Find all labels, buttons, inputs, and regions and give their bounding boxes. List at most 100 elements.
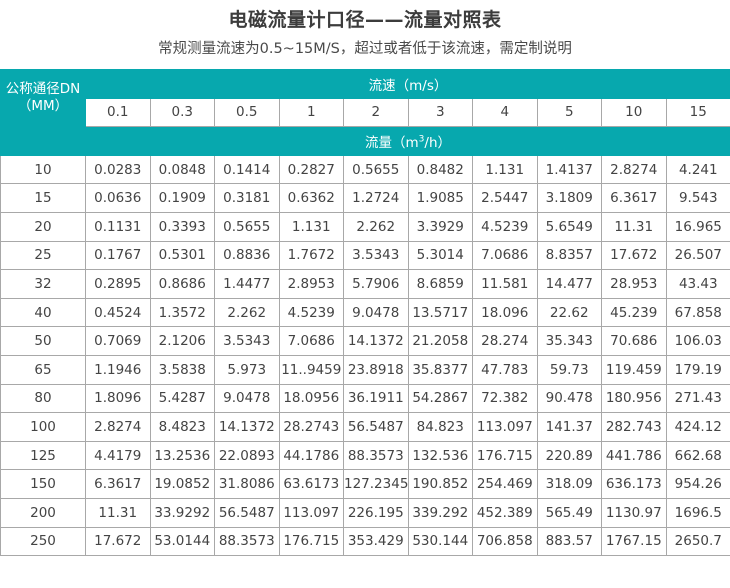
dn-value-cell: 150 [0,469,86,499]
table-row: 20 0.1131 0.3393 0.5655 1.131 2.262 3.3929 4.52… [0,211,730,242]
flow-value-cell: 2.8274 [85,412,151,442]
flow-value-cell: 45.239 [601,297,667,328]
dn-header-line1: 公称通径DN [5,81,81,98]
table-body: 10 0.0283 0.0848 0.1414 0.2827 0.5655 0.8482 1.… [0,154,730,557]
flow-value-cell: 565.49 [536,497,602,528]
flow-value-cell: 16.965 [665,211,730,242]
header-row-velocity-ticks: 0.1 0.3 0.5 1 2 3 4 5 10 15 [1,97,730,128]
flow-value-cell: 1.4477 [214,269,280,299]
flow-value-cell: 1767.15 [601,526,667,557]
table-row: 200 11.31 33.9292 56.5487 113.097 226.195 339.… [0,497,730,528]
flow-value-cell: 3.5343 [214,326,280,356]
title-block: 电磁流量计口径——流量对照表 常规测量流速为0.5~15M/S，超过或者低于该流… [0,0,730,62]
flow-comparison-table: 公称通径DN （MM） 流速（m/s） 0.1 0.3 0.5 1 2 3 4 … [0,68,730,557]
table-row: 32 0.2895 0.8686 1.4477 2.8953 5.7906 8.6859 11… [0,269,730,299]
velocity-tick-3: 1 [278,97,344,128]
flow-value-cell: 44.1786 [278,440,344,471]
flow-value-cell: 271.43 [665,383,730,414]
flow-value-cell: 2.1206 [149,326,215,356]
flow-value-cell: 1.131 [472,154,538,185]
header-row-velocity-band: 公称通径DN （MM） 流速（m/s） [0,68,730,128]
flow-value-cell: 5.6549 [536,211,602,242]
flow-value-cell: 3.1809 [536,183,602,213]
flow-value-cell: 4.4179 [85,440,151,471]
flow-value-cell: 14.1372 [214,412,280,442]
flow-value-cell: 254.469 [472,469,538,499]
dn-value-cell: 100 [0,412,86,442]
flow-value-cell: 1.131 [278,211,344,242]
flow-value-cell: 0.4524 [85,297,151,328]
dn-value-cell: 65 [0,354,86,385]
flow-value-cell: 132.536 [407,440,473,471]
flow-value-cell: 4.5239 [278,297,344,328]
flow-value-cell: 1.2724 [343,183,409,213]
flow-value-cell: 2.262 [343,211,409,242]
flow-value-cell: 21.2058 [407,326,473,356]
flow-value-cell: 119.459 [601,354,667,385]
flow-value-cell: 8.4823 [149,412,215,442]
flow-value-cell: 3.5838 [149,354,215,385]
dn-value-cell: 200 [0,497,86,528]
flow-value-cell: 0.1909 [149,183,215,213]
flow-value-cell: 56.5487 [343,412,409,442]
flow-value-cell: 1696.5 [665,497,730,528]
flow-value-cell: 2.8274 [601,154,667,185]
flow-value-cell: 1.7672 [278,240,344,271]
flow-value-cell: 18.096 [472,297,538,328]
table-row: 250 17.672 53.0144 88.3573 176.715 353.429 530… [0,526,730,557]
flow-value-cell: 22.0893 [214,440,280,471]
flow-value-cell: 706.858 [472,526,538,557]
flow-value-cell: 14.1372 [343,326,409,356]
flow-value-cell: 530.144 [407,526,473,557]
dn-value-cell: 15 [0,183,86,213]
flow-value-cell: 176.715 [472,440,538,471]
flow-value-cell: 47.783 [472,354,538,385]
flow-value-cell: 9.0478 [343,297,409,328]
flow-value-cell: 0.5301 [149,240,215,271]
flow-value-cell: 127.2345 [343,469,409,499]
table-row: 125 4.4179 13.2536 22.0893 44.1786 88.3573 132… [0,440,730,471]
table-row: 15 0.0636 0.1909 0.3181 0.6362 1.2724 1.9085 2.… [0,183,730,213]
flow-band-label-prefix: 流量（m [365,134,419,151]
dn-header-line2: （MM） [17,98,69,115]
flow-value-cell: 11..9459 [278,354,344,385]
flow-band-spacer [0,126,86,156]
flow-value-cell: 35.8377 [407,354,473,385]
flow-value-cell: 14.477 [536,269,602,299]
flow-value-cell: 1.9085 [407,183,473,213]
flow-value-cell: 180.956 [601,383,667,414]
dn-value-cell: 80 [0,383,86,414]
flow-value-cell: 33.9292 [149,497,215,528]
flow-value-cell: 220.89 [536,440,602,471]
flow-value-cell: 18.0956 [278,383,344,414]
flow-value-cell: 2.5447 [472,183,538,213]
table-row: 100 2.8274 8.4823 14.1372 28.2743 56.5487 84.8… [0,412,730,442]
table-row: 40 0.4524 1.3572 2.262 4.5239 9.0478 13.5717 18… [0,297,730,328]
flow-value-cell: 0.8836 [214,240,280,271]
flow-value-cell: 13.2536 [149,440,215,471]
velocity-tick-8: 10 [601,97,667,128]
table-row: 10 0.0283 0.0848 0.1414 0.2827 0.5655 0.8482 1.… [0,154,730,185]
flow-value-cell: 8.8357 [536,240,602,271]
flow-value-cell: 90.478 [536,383,602,414]
flow-value-cell: 28.953 [601,269,667,299]
flow-value-cell: 0.8686 [149,269,215,299]
flow-value-cell: 0.0283 [85,154,151,185]
flow-value-cell: 11.581 [472,269,538,299]
flow-value-cell: 53.0144 [149,526,215,557]
velocity-tick-0: 0.1 [85,97,151,128]
flow-value-cell: 84.823 [407,412,473,442]
flow-value-cell: 88.3573 [214,526,280,557]
flow-value-cell: 88.3573 [343,440,409,471]
dn-value-cell: 10 [0,154,86,185]
flow-value-cell: 19.0852 [149,469,215,499]
flow-value-cell: 0.5655 [343,154,409,185]
page-title: 电磁流量计口径——流量对照表 [228,9,502,31]
flow-value-cell: 36.1911 [343,383,409,414]
flow-value-cell: 190.852 [407,469,473,499]
flow-value-cell: 9.0478 [214,383,280,414]
flow-value-cell: 2.262 [214,297,280,328]
flow-value-cell: 0.8482 [407,154,473,185]
flow-value-cell: 0.0636 [85,183,151,213]
